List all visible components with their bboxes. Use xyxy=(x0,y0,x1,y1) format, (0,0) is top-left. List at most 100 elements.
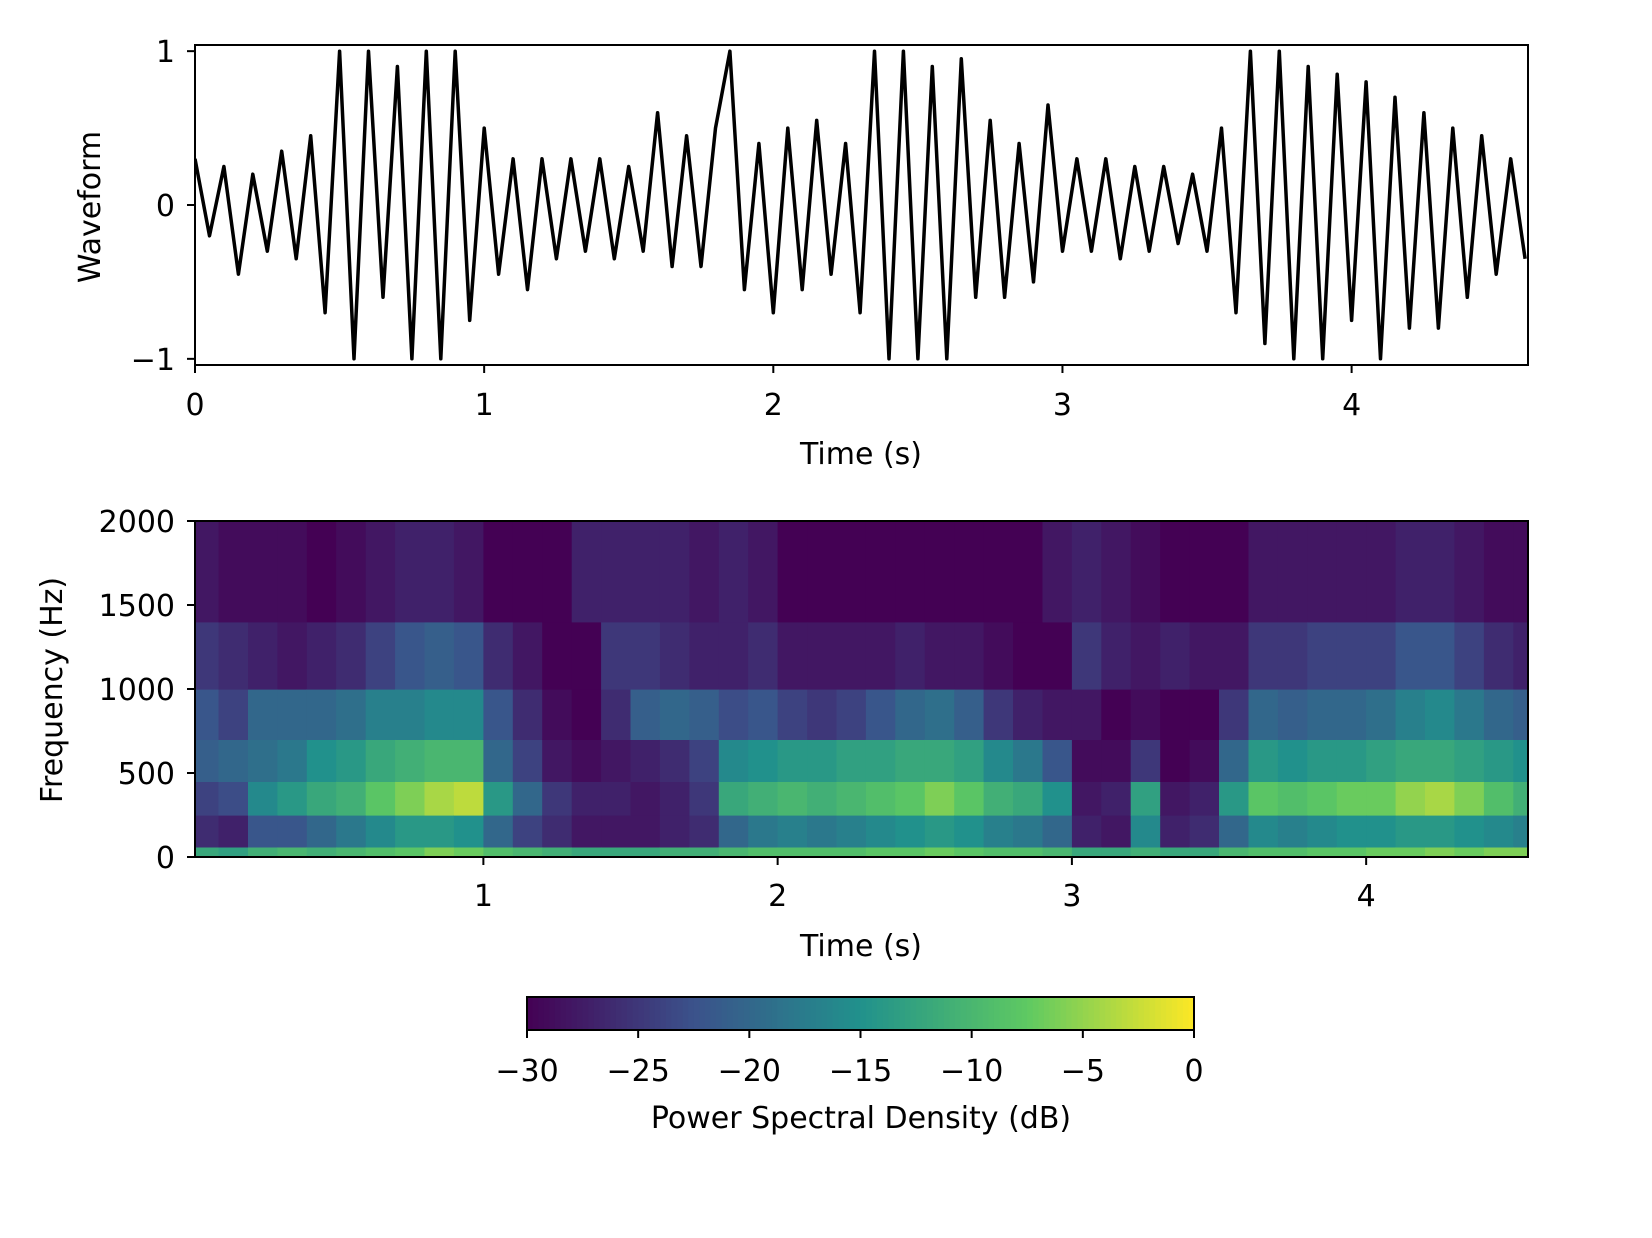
spectrogram-cell xyxy=(1101,621,1132,690)
colorbar-segment xyxy=(821,997,828,1030)
colorbar-segment xyxy=(666,997,673,1030)
spectrogram-cell xyxy=(395,689,426,740)
spectrogram-cell xyxy=(1130,739,1161,782)
spectrogram-cell xyxy=(748,689,779,740)
spectrogram-cell xyxy=(954,521,985,623)
spectrogram-cell xyxy=(336,521,367,623)
spectrogram-cell xyxy=(1483,815,1514,848)
spectrogram-cell xyxy=(512,815,543,848)
spectrogram-cell xyxy=(895,781,926,816)
colorbar-segment xyxy=(777,997,784,1030)
spectrogram-cell xyxy=(983,781,1014,816)
spectrogram-cell xyxy=(1101,521,1132,623)
spectrogram-cell xyxy=(1366,815,1397,848)
colorbar-segment xyxy=(788,997,795,1030)
spectrogram-cell xyxy=(601,739,632,782)
spectrogram-cell xyxy=(277,815,308,848)
spectrogram-cell xyxy=(1454,621,1485,690)
spectrogram-cell xyxy=(1219,846,1249,857)
spectrogram-cell xyxy=(1483,521,1514,623)
colorbar-segment xyxy=(571,997,578,1030)
colorbar-segment xyxy=(793,997,801,1030)
spectrogram-cell xyxy=(1042,621,1073,690)
spectrogram-cell xyxy=(1336,689,1367,740)
spectrogram-cell xyxy=(983,739,1014,782)
spectrogram-cell xyxy=(1248,815,1279,848)
colorbar-tick-label: −10 xyxy=(940,1054,1003,1089)
colorbar-tick-label: −5 xyxy=(1061,1054,1105,1089)
colorbar-segment xyxy=(921,997,928,1030)
spectrogram-cell xyxy=(777,815,808,848)
spectrogram-cell xyxy=(512,781,543,816)
colorbar-segment xyxy=(1132,997,1140,1030)
spectrogram-cell xyxy=(1219,781,1249,816)
spectrogram-cell xyxy=(1248,739,1279,782)
spectrogram-cell xyxy=(601,621,632,690)
colorbar-segment xyxy=(977,997,984,1030)
spectrogram-cell xyxy=(424,815,455,848)
colorbar-segment xyxy=(960,997,967,1030)
spectrogram-cell xyxy=(924,781,955,816)
colorbar-segment xyxy=(532,997,539,1030)
spectrogram-cell xyxy=(807,781,838,816)
spectrogram-cell xyxy=(718,689,749,740)
spectrogram-cell xyxy=(1013,689,1043,740)
spectrogram-cell xyxy=(1336,846,1367,857)
spectrogram-cell xyxy=(983,846,1014,857)
spectrogram-cell xyxy=(277,521,308,623)
y-tick-label: 2000 xyxy=(99,505,175,540)
spectrogram-cell xyxy=(1425,521,1455,623)
spectrogram-cell xyxy=(306,521,337,623)
spectrogram-cell xyxy=(306,815,337,848)
colorbar-segment xyxy=(638,997,645,1030)
spectrogram-cell xyxy=(718,739,749,782)
spectrogram-cell xyxy=(1071,689,1102,740)
colorbar-segment xyxy=(1043,997,1051,1030)
x-tick-label: 1 xyxy=(474,879,493,914)
spectrogram-cell xyxy=(218,689,249,740)
colorbar-segment xyxy=(938,997,945,1030)
spectrogram-cell xyxy=(542,815,573,848)
spectrogram-cell xyxy=(306,739,337,782)
spectrogram-cell xyxy=(1071,521,1102,623)
spectrogram-cell xyxy=(424,739,455,782)
x-tick-label: 4 xyxy=(1357,879,1376,914)
colorbar-segment xyxy=(1105,997,1112,1030)
spectrogram-cell xyxy=(483,739,514,782)
spectrogram-cell xyxy=(983,689,1014,740)
spectrogram-cell xyxy=(542,621,573,690)
spectrogram-cell xyxy=(571,739,602,782)
spectrogram-cell xyxy=(1189,689,1220,740)
colorbar-segment xyxy=(1188,997,1195,1030)
spectrogram-cell xyxy=(1425,689,1455,740)
spectrogram-cell xyxy=(1130,521,1161,623)
spectrogram-cell xyxy=(1189,815,1220,848)
spectrogram-cell xyxy=(1219,739,1249,782)
colorbar-segment xyxy=(1055,997,1062,1030)
spectrogram-cell xyxy=(777,689,808,740)
spectrogram-cell xyxy=(453,846,484,857)
colorbar-segment xyxy=(849,997,856,1030)
colorbar-tick-label: −20 xyxy=(718,1054,781,1089)
spectrogram-cell xyxy=(1248,846,1279,857)
spectrogram-cell xyxy=(954,739,985,782)
spectrogram-cell xyxy=(365,521,396,623)
spectrogram-cell xyxy=(1395,621,1426,690)
colorbar-segment xyxy=(643,997,650,1030)
colorbar-segment xyxy=(1110,997,1117,1030)
spectrogram-cell xyxy=(836,815,867,848)
colorbar-segment xyxy=(927,997,934,1030)
spectrogram-cell xyxy=(836,621,867,690)
spectrogram-cell xyxy=(395,846,426,857)
spectrogram-cell xyxy=(836,521,867,623)
spectrogram-cell xyxy=(1101,739,1132,782)
spectrogram-cell xyxy=(306,621,337,690)
colorbar-segment xyxy=(943,997,951,1030)
colorbar-segment xyxy=(771,997,778,1030)
spectrogram-cell xyxy=(1071,846,1102,857)
colorbar-segment xyxy=(993,997,1001,1030)
colorbar-segment xyxy=(916,997,923,1030)
spectrogram-cell xyxy=(895,521,926,623)
spectrogram-cell xyxy=(748,846,779,857)
spectrogram-cell xyxy=(689,521,720,623)
